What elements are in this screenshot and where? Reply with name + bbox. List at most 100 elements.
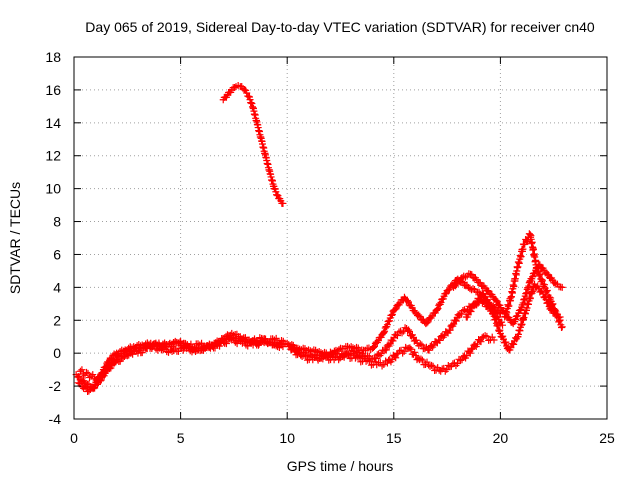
interpolated-point <box>417 355 425 363</box>
interpolated-point <box>169 343 177 351</box>
interpolated-point <box>326 348 334 356</box>
interpolated-point <box>524 237 532 245</box>
interpolated-point <box>558 324 566 332</box>
data-point <box>558 283 566 291</box>
interpolated-point <box>466 349 474 357</box>
data-layer <box>72 81 566 396</box>
interpolated-point <box>90 375 98 383</box>
interpolated-point <box>211 344 219 352</box>
chart-title: Day 065 of 2019, Sidereal Day-to-day VTE… <box>85 19 595 35</box>
x-tick-label: 5 <box>177 430 185 446</box>
interpolated-point <box>230 334 238 342</box>
interpolated-point <box>467 307 475 315</box>
series-trace-8 <box>462 280 564 354</box>
interpolated-point <box>403 296 411 304</box>
data-point <box>492 297 500 305</box>
interpolated-point <box>435 366 443 374</box>
interpolated-point <box>323 352 331 360</box>
interpolated-point <box>544 271 552 279</box>
data-point <box>85 387 93 395</box>
interpolated-point <box>381 327 389 335</box>
interpolated-point <box>482 293 490 301</box>
interpolated-point <box>416 340 424 348</box>
interpolated-point <box>316 355 324 363</box>
interpolated-point <box>248 103 256 111</box>
x-tick-label: 10 <box>279 430 295 446</box>
interpolated-point <box>442 290 450 298</box>
interpolated-point <box>406 344 414 352</box>
series-trace-9 <box>501 230 566 332</box>
interpolated-point <box>434 305 442 313</box>
interpolated-point <box>155 339 163 347</box>
interpolated-point <box>81 383 89 391</box>
axis-layer: 0 5 10 15 20 25 -4 -2 0 2 4 6 8 10 12 14 16 18 <box>45 49 615 446</box>
interpolated-point <box>493 297 501 305</box>
interpolated-point <box>418 341 426 349</box>
interpolated-point <box>510 340 518 348</box>
interpolated-point <box>355 354 363 362</box>
interpolated-point <box>498 318 506 326</box>
interpolated-point <box>485 299 493 307</box>
interpolated-point <box>302 352 310 360</box>
interpolated-point <box>476 295 484 303</box>
interpolated-point <box>122 347 130 355</box>
interpolated-point <box>369 343 377 351</box>
interpolated-point <box>457 310 465 318</box>
data-point <box>469 344 477 352</box>
interpolated-point <box>437 298 445 306</box>
interpolated-point <box>556 316 564 324</box>
interpolated-point <box>348 347 356 355</box>
y-tick-label: 0 <box>53 345 61 361</box>
interpolated-point <box>272 188 280 196</box>
interpolated-point <box>425 346 433 354</box>
interpolated-point <box>436 336 444 344</box>
y-tick-label: 4 <box>53 279 61 295</box>
series-trace-6 <box>287 332 498 375</box>
y-axis-label: SDTVAR / TECUs <box>7 182 23 294</box>
interpolated-point <box>97 374 105 382</box>
interpolated-point <box>453 360 461 368</box>
interpolated-point <box>391 306 399 314</box>
interpolated-point <box>445 285 453 293</box>
interpolated-point <box>289 345 297 353</box>
series-trace-10 <box>219 81 287 207</box>
interpolated-point <box>265 339 273 347</box>
interpolated-point <box>555 317 563 325</box>
y-tick-label: -4 <box>49 411 62 427</box>
y-tick-label: 12 <box>45 148 61 164</box>
interpolated-point <box>125 346 133 354</box>
data-point <box>458 356 466 364</box>
interpolated-point <box>512 316 520 324</box>
x-tick-label: 25 <box>599 430 615 446</box>
interpolated-point <box>231 84 239 92</box>
grid-layer <box>74 57 607 419</box>
interpolated-point <box>421 345 429 353</box>
interpolated-point <box>469 285 477 293</box>
interpolated-point <box>190 344 198 352</box>
interpolated-point <box>388 311 396 319</box>
interpolated-point <box>468 345 475 353</box>
interpolated-point <box>344 350 352 358</box>
data-point <box>279 199 287 207</box>
interpolated-point <box>499 332 507 340</box>
interpolated-point <box>383 321 391 329</box>
x-axis-label: GPS time / hours <box>287 458 394 474</box>
interpolated-point <box>198 339 206 347</box>
x-tick-label: 20 <box>493 430 509 446</box>
interpolated-point <box>423 319 431 327</box>
interpolated-point <box>247 99 255 107</box>
interpolated-point <box>254 341 262 349</box>
interpolated-point <box>415 311 423 319</box>
interpolated-point <box>416 312 424 320</box>
interpolated-point <box>273 191 281 199</box>
interpolated-point <box>370 343 378 351</box>
interpolated-point <box>424 318 432 326</box>
data-point <box>192 348 200 356</box>
interpolated-point <box>98 373 106 381</box>
interpolated-point <box>354 349 362 357</box>
interpolated-point <box>119 352 127 360</box>
interpolated-point <box>463 352 471 360</box>
plot-frame <box>73 56 608 420</box>
interpolated-point <box>433 306 441 314</box>
interpolated-point <box>352 348 360 356</box>
